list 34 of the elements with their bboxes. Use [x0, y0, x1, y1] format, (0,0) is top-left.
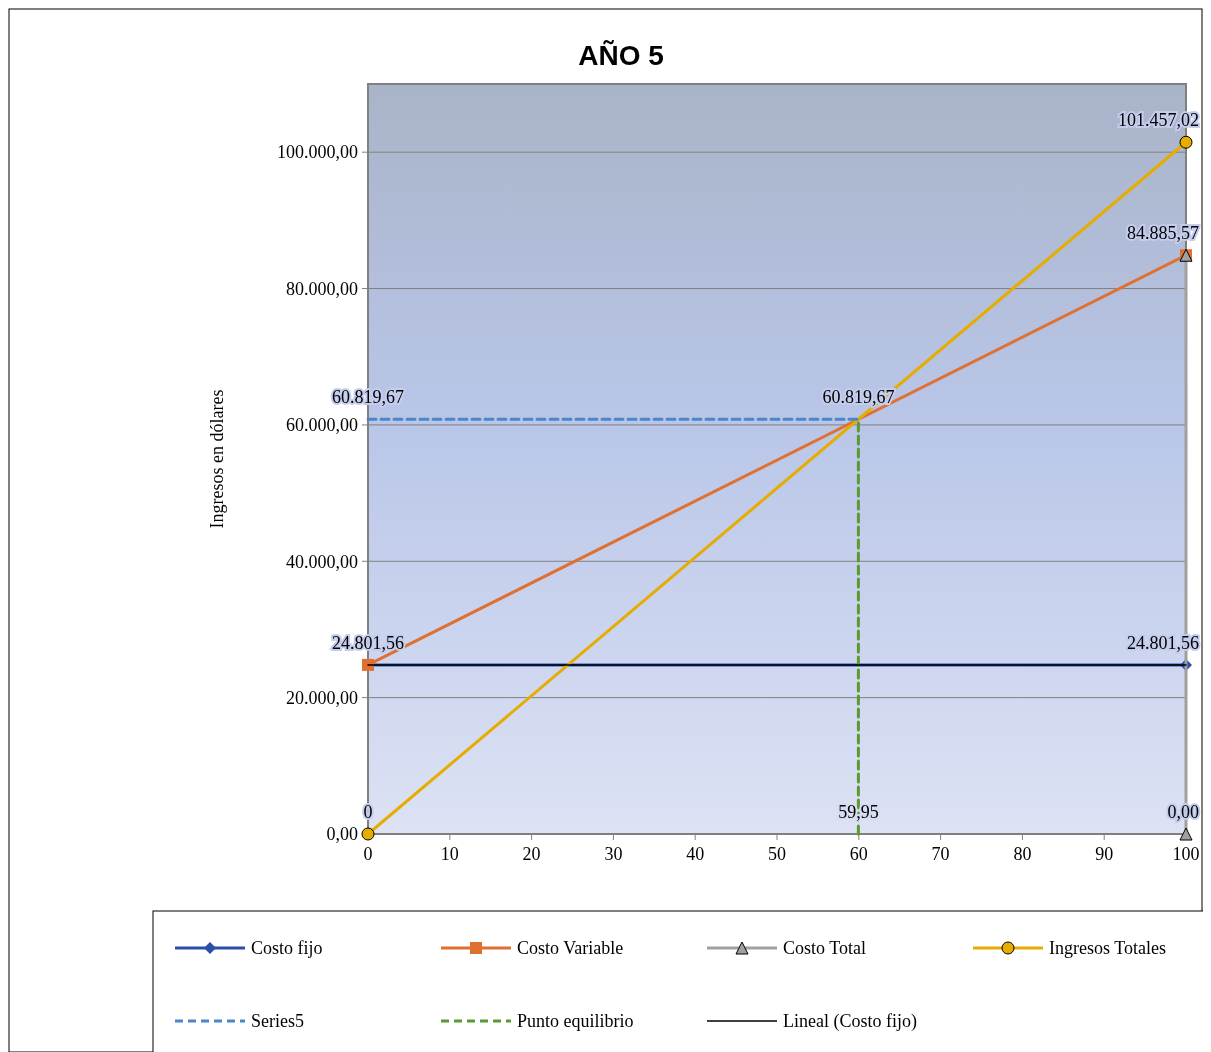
annotation: 59,95: [838, 802, 879, 822]
y-tick-label: 0,00: [326, 824, 358, 845]
y-tick-label: 20.000,00: [286, 687, 358, 708]
x-tick-label: 80: [1013, 844, 1032, 864]
x-tick-label: 90: [1095, 844, 1114, 864]
x-tick-label: 40: [686, 844, 705, 864]
data-label: 0,00: [1167, 802, 1199, 822]
y-tick-label: 80.000,00: [286, 278, 358, 299]
y-axis-title: Ingresos en dólares: [207, 389, 227, 529]
y-tick-label: 100.000,00: [277, 142, 358, 163]
y-tick-label: 40.000,00: [286, 551, 358, 572]
x-tick-label: 70: [931, 844, 950, 864]
legend-label: Costo Total: [783, 938, 866, 959]
data-label: 0: [363, 802, 373, 822]
data-label: 84.885,57: [1127, 223, 1199, 244]
x-tick-label: 50: [768, 844, 786, 864]
legend-label: Ingresos Totales: [1049, 938, 1166, 959]
x-tick-label: 60: [849, 844, 868, 864]
legend-label: Costo fijo: [251, 938, 323, 959]
legend-label: Punto equilibrio: [517, 1011, 634, 1032]
legend-label: Costo Variable: [517, 938, 624, 959]
data-label: 24.801,56: [1127, 632, 1199, 653]
x-tick-label: 30: [604, 844, 623, 864]
legend-label: Series5: [251, 1011, 304, 1032]
x-tick-label: 10: [440, 844, 459, 864]
legend-label: Lineal (Costo fijo): [783, 1011, 917, 1033]
data-label: 101.457,02: [1118, 110, 1199, 131]
x-tick-label: 100: [1172, 844, 1200, 864]
x-tick-label: 20: [522, 844, 541, 864]
y-tick-label: 60.000,00: [286, 415, 358, 436]
x-tick-label: 0: [363, 844, 373, 864]
data-label: 60.819,67: [332, 387, 404, 408]
chart-title: AÑO 5: [578, 40, 664, 71]
data-label: 24.801,56: [332, 632, 404, 653]
